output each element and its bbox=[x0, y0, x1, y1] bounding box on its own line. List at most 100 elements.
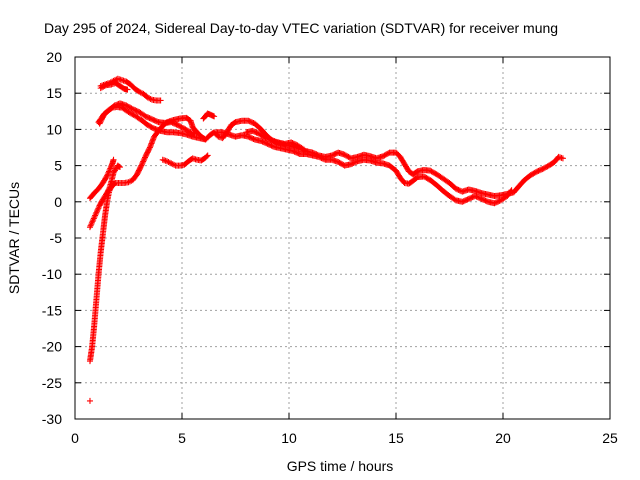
x-tick-label: 0 bbox=[71, 430, 79, 446]
data-point bbox=[112, 80, 122, 89]
data-point bbox=[95, 181, 105, 192]
data-point bbox=[393, 167, 403, 180]
data-point bbox=[514, 178, 527, 191]
data-points bbox=[86, 75, 566, 404]
x-tick-label: 25 bbox=[602, 430, 618, 446]
y-tick-label: -5 bbox=[50, 230, 63, 246]
data-point bbox=[106, 103, 117, 113]
y-tick-label: -10 bbox=[42, 266, 62, 282]
data-point bbox=[112, 163, 121, 173]
y-tick-label: -15 bbox=[42, 302, 62, 318]
data-point bbox=[555, 153, 566, 162]
data-point bbox=[91, 298, 100, 328]
data-point bbox=[258, 137, 270, 147]
data-point bbox=[228, 119, 238, 129]
data-point bbox=[294, 142, 307, 153]
data-point bbox=[136, 109, 148, 119]
data-point bbox=[142, 145, 153, 160]
data-point bbox=[97, 232, 106, 256]
data-point bbox=[440, 187, 452, 199]
data-point bbox=[420, 173, 432, 183]
data-point bbox=[104, 166, 113, 179]
data-point bbox=[189, 124, 200, 135]
data-point bbox=[96, 197, 106, 209]
data-point bbox=[144, 94, 154, 102]
data-point bbox=[288, 139, 300, 148]
data-point bbox=[86, 191, 97, 202]
data-point bbox=[187, 129, 198, 137]
data-point bbox=[264, 140, 276, 150]
y-tick-label: 20 bbox=[46, 49, 62, 65]
data-point bbox=[138, 116, 150, 128]
data-point bbox=[547, 159, 557, 168]
data-point bbox=[459, 196, 471, 205]
x-tick-label: 20 bbox=[495, 430, 511, 446]
data-point bbox=[427, 167, 439, 177]
data-point bbox=[249, 127, 261, 137]
data-point bbox=[527, 169, 539, 179]
data-point bbox=[129, 172, 140, 184]
data-point bbox=[114, 162, 123, 171]
data-point bbox=[504, 187, 515, 200]
data-point bbox=[136, 88, 146, 97]
data-point bbox=[196, 135, 209, 143]
data-point bbox=[90, 211, 99, 223]
data-point bbox=[123, 102, 135, 112]
data-point bbox=[446, 179, 458, 191]
x-tick-label: 10 bbox=[281, 430, 297, 446]
y-tick-label: 0 bbox=[54, 194, 62, 210]
data-point bbox=[123, 78, 133, 87]
data-point bbox=[95, 251, 104, 278]
data-point bbox=[108, 80, 118, 88]
data-point bbox=[433, 171, 445, 181]
y-tick-label: -25 bbox=[42, 375, 62, 391]
series-track-9 bbox=[200, 110, 218, 122]
y-tick-label: 10 bbox=[46, 121, 62, 137]
data-point bbox=[159, 156, 169, 164]
data-point bbox=[99, 214, 108, 238]
data-point bbox=[93, 203, 102, 216]
chart-title: Day 295 of 2024, Sidereal Day-to-day VTE… bbox=[44, 20, 558, 36]
data-point bbox=[93, 272, 102, 303]
series-track-10 bbox=[213, 129, 515, 207]
data-point bbox=[251, 120, 264, 132]
series-track-5 bbox=[96, 100, 198, 137]
data-point bbox=[410, 169, 420, 178]
series-track-1 bbox=[86, 114, 566, 365]
data-point bbox=[100, 107, 112, 118]
y-tick-label: 5 bbox=[54, 158, 62, 174]
data-point bbox=[397, 174, 407, 185]
data-point bbox=[410, 175, 420, 184]
data-point bbox=[290, 148, 302, 157]
series-track-7 bbox=[97, 80, 131, 93]
x-tick-label: 15 bbox=[388, 430, 404, 446]
series-track-8 bbox=[159, 152, 211, 169]
series-track-6 bbox=[97, 75, 164, 104]
data-point bbox=[401, 161, 412, 174]
data-point bbox=[446, 193, 458, 203]
data-point bbox=[397, 153, 407, 166]
data-point bbox=[427, 177, 439, 188]
data-point bbox=[144, 122, 156, 131]
data-point bbox=[127, 81, 137, 91]
data-point bbox=[181, 125, 193, 135]
data-point bbox=[198, 155, 208, 164]
data-point bbox=[215, 133, 225, 141]
data-point bbox=[393, 149, 403, 159]
data-point bbox=[121, 85, 131, 93]
data-point bbox=[86, 218, 96, 231]
data-point bbox=[103, 186, 112, 198]
data-point bbox=[386, 162, 398, 173]
series-outlier bbox=[86, 397, 93, 404]
y-tick-labels: 20 15 10 5 0 -5 -10 -15 -20 -25 -30 bbox=[42, 49, 62, 427]
data-point bbox=[440, 175, 452, 186]
data-point bbox=[405, 178, 416, 187]
data-point bbox=[380, 150, 392, 160]
data-point bbox=[125, 109, 137, 118]
data-point bbox=[119, 77, 128, 85]
x-tick-label: 5 bbox=[178, 430, 186, 446]
y-tick-label: 15 bbox=[46, 85, 62, 101]
data-point bbox=[97, 82, 108, 92]
data-point bbox=[204, 110, 213, 118]
